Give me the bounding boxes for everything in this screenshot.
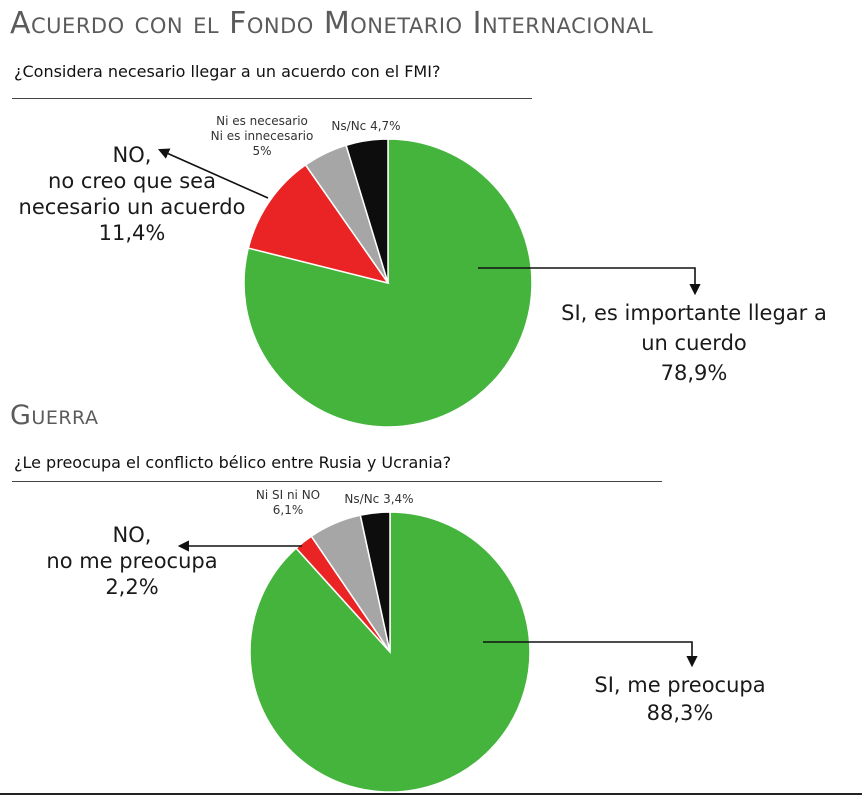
bottom-divider bbox=[0, 793, 862, 795]
pie-2-slice-4-label-line-1: Ns/Nc 3,4% bbox=[344, 492, 413, 506]
pie-1-slice-1-label-line-3: 78,9% bbox=[661, 361, 728, 385]
pie-2-slice-2-label: NO, no me preocupa 2,2% bbox=[46, 523, 217, 599]
pie-1-slice-3-label-line-3: 5% bbox=[252, 144, 271, 158]
chart-1-divider bbox=[12, 98, 532, 99]
pie-1-slice-4 bbox=[345, 138, 389, 284]
pie-2-slice-4 bbox=[359, 511, 391, 653]
pie-2-slice-2-label-line-1: NO, bbox=[113, 523, 152, 547]
pie-1-slice-2 bbox=[247, 163, 390, 285]
pie-1-slice-4-label: Ns/Nc 4,7% bbox=[331, 119, 400, 133]
pie-2-slice-3-label-line-2: 6,1% bbox=[273, 503, 304, 517]
chart-2-divider bbox=[12, 481, 662, 482]
pie-2-slice-3-label: Ni SI ni NO 6,1% bbox=[256, 488, 320, 517]
pie-2-slice-2-label-line-2: no me preocupa bbox=[46, 549, 217, 573]
pie-1-slice-3-label-line-2: Ni es innecesario bbox=[211, 129, 314, 143]
pie-1-slice-3-label-line-1: Ni es necesario bbox=[216, 114, 308, 128]
chart-1-title: Acuerdo con el Fondo Monetario Internaci… bbox=[10, 6, 654, 41]
pie-1-slice-2-label-line-1: NO, bbox=[113, 143, 152, 167]
chart-2-title: Guerra bbox=[10, 400, 99, 431]
pie-2-leader-arrow-1 bbox=[483, 641, 698, 668]
pie-2-slice-1-label: SI, me preocupa 88,3% bbox=[594, 673, 765, 725]
pie-1-slice-2-label-line-4: 11,4% bbox=[99, 221, 166, 245]
pie-1-slice-1-label-line-1: SI, es importante llegar a bbox=[561, 301, 827, 325]
pie-2-slice-2-label-line-3: 2,2% bbox=[105, 575, 158, 599]
pie-chart-1 bbox=[243, 138, 533, 428]
chart-2-question: ¿Le preocupa el conflicto bélico entre R… bbox=[14, 453, 452, 472]
pie-1-slice-1-label: SI, es importante llegar a un cuerdo 78,9% bbox=[561, 301, 827, 385]
pie-1-leader-arrow-1 bbox=[478, 267, 701, 296]
chart-1-question: ¿Considera necesario llegar a un acuerdo… bbox=[14, 62, 441, 81]
pie-1-slice-1-label-line-2: un cuerdo bbox=[641, 331, 747, 355]
pie-1-slice-2-label: NO, no creo que sea necesario un acuerdo 11… bbox=[19, 143, 246, 245]
pie-1-slice-2-label-line-2: no creo que sea bbox=[48, 169, 216, 193]
pie-1-slice-4-label-line-1: Ns/Nc 4,7% bbox=[331, 119, 400, 133]
pie-1-slice-2-label-line-3: necesario un acuerdo bbox=[19, 195, 246, 219]
pie-2-slice-1-label-line-1: SI, me preocupa bbox=[594, 673, 765, 697]
pie-2-slice-4-label: Ns/Nc 3,4% bbox=[344, 492, 413, 506]
pie-chart-2 bbox=[249, 511, 531, 793]
pie-1-leader-arrow-2 bbox=[157, 148, 269, 199]
pie-2-slice-1-label-line-2: 88,3% bbox=[647, 701, 714, 725]
pie-1-slice-3-label: Ni es necesario Ni es innecesario 5% bbox=[211, 114, 314, 158]
pie-2-slice-3-label-line-1: Ni SI ni NO bbox=[256, 488, 320, 502]
